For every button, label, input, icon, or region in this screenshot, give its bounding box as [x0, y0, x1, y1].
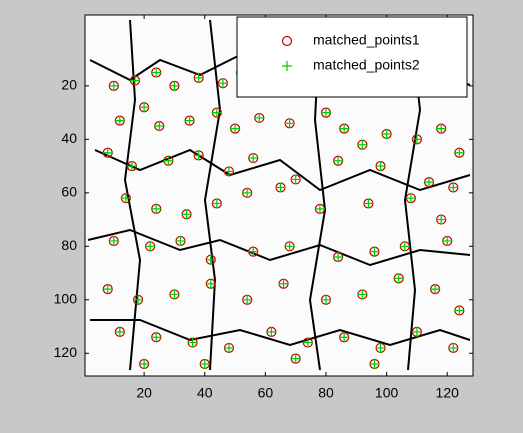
y-tick-label: 60	[61, 184, 77, 200]
y-tick-label: 100	[54, 290, 78, 306]
legend-label: matched_points1	[313, 32, 420, 48]
legend: matched_points1 matched_points2	[237, 17, 467, 97]
x-tick-label: 40	[197, 385, 213, 401]
x-tick-label: 100	[375, 385, 399, 401]
x-tick-label: 80	[318, 385, 334, 401]
y-tick-label: 40	[61, 130, 77, 146]
figure: 20 40 60 80 100 120 20 40 60 80 100 120 matched_poi…	[0, 0, 523, 433]
y-tick-label: 120	[54, 344, 78, 360]
x-tick-label: 60	[258, 385, 274, 401]
y-tick-label: 20	[61, 77, 77, 93]
x-tick-label: 120	[436, 385, 460, 401]
y-tick-label: 80	[61, 237, 77, 253]
x-tick-label: 20	[136, 385, 152, 401]
legend-label: matched_points2	[313, 57, 420, 73]
